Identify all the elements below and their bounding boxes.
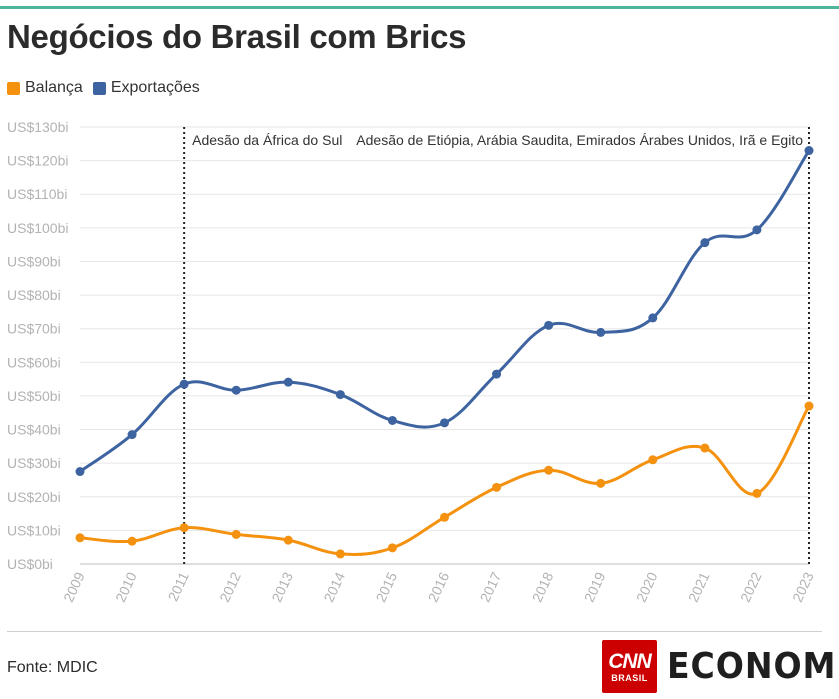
y-tick-label: US$110bi	[7, 186, 67, 202]
series-line-balanca	[78, 404, 811, 556]
x-tick-label: 2011	[165, 569, 192, 603]
data-point-exportacoes	[387, 415, 397, 425]
y-tick-label: US$130bi	[7, 119, 69, 135]
data-point-exportacoes	[804, 146, 814, 156]
data-point-balanca	[544, 465, 554, 475]
data-point-exportacoes	[127, 430, 137, 440]
y-tick-label: US$40bi	[7, 422, 61, 438]
cnn-logo: CNN BRASIL	[602, 640, 657, 693]
data-point-exportacoes	[700, 238, 710, 248]
legend-label-exportacoes: Exportações	[110, 79, 200, 96]
x-tick-label: 2009	[60, 569, 88, 604]
data-point-exportacoes	[179, 379, 189, 389]
data-point-exportacoes	[596, 327, 606, 337]
data-point-balanca	[596, 478, 606, 488]
x-tick-label: 2015	[372, 569, 400, 604]
legend-item-exportacoes[interactable]: Exportações	[92, 79, 200, 97]
x-tick-label: 2014	[320, 569, 348, 604]
y-tick-label: US$0bi	[7, 556, 53, 572]
x-tick-label: 2016	[425, 569, 453, 604]
y-tick-label: US$70bi	[7, 321, 61, 337]
data-point-exportacoes	[75, 467, 85, 477]
y-tick-label: US$100bi	[7, 220, 69, 236]
legend-swatch-exportacoes	[92, 81, 106, 95]
line-chart: US$0bi US$10bi US$20bi US$30bi US$40bi US$50b…	[7, 119, 817, 605]
x-tick-label: 2022	[737, 569, 765, 604]
data-point-exportacoes	[283, 377, 293, 387]
data-point-balanca	[179, 523, 189, 533]
data-point-exportacoes	[335, 390, 345, 400]
top-accent-rule	[0, 6, 839, 9]
data-point-exportacoes	[231, 385, 241, 395]
cnn-brasil-economia-logo[interactable]: CNN BRASIL ECONOMIA	[602, 640, 839, 693]
data-point-balanca	[648, 455, 658, 465]
y-tick-label: US$50bi	[7, 388, 61, 404]
data-point-balanca	[387, 543, 397, 553]
data-point-balanca	[752, 488, 762, 498]
x-tick-label: 2021	[685, 569, 713, 604]
legend-label-balanca: Balança	[25, 79, 83, 96]
legend: Balança Exportações	[7, 79, 200, 97]
y-tick-label: US$120bi	[7, 153, 69, 169]
data-point-exportacoes	[752, 225, 762, 235]
data-point-balanca	[127, 536, 137, 546]
chart-title: Negócios do Brasil com Brics	[7, 18, 467, 55]
data-point-balanca	[700, 443, 710, 453]
data-point-balanca	[335, 549, 345, 559]
annotation-label: Adesão da África do Sul	[192, 132, 342, 148]
y-tick-label: US$60bi	[7, 354, 61, 370]
cnn-logo-subtext: BRASIL	[611, 672, 648, 683]
annotation-label: Adesão de Etiópia, Arábia Saudita, Emira…	[356, 132, 803, 148]
x-tick-label: 2018	[529, 569, 557, 604]
data-point-balanca	[75, 533, 85, 543]
series-line-exportacoes	[78, 149, 811, 474]
y-tick-label: US$80bi	[7, 287, 61, 303]
x-tick-label: 2013	[268, 569, 296, 604]
y-tick-label: US$90bi	[7, 253, 61, 269]
x-tick-label: 2019	[581, 569, 609, 604]
x-tick-label: 2023	[789, 569, 817, 604]
x-tick-label: 2010	[112, 569, 140, 604]
economia-wordmark: ECONOMIA	[667, 646, 839, 687]
x-tick-label: 2017	[477, 569, 505, 604]
data-point-exportacoes	[440, 418, 449, 428]
data-point-balanca	[440, 512, 449, 522]
data-point-exportacoes	[544, 320, 554, 330]
cnn-logo-text: CNN	[608, 649, 651, 673]
data-point-exportacoes	[492, 369, 502, 379]
legend-swatch-balanca	[7, 81, 20, 95]
legend-item-balanca[interactable]: Balança	[7, 79, 83, 97]
x-tick-label: 2012	[216, 569, 244, 604]
y-tick-label: US$30bi	[7, 455, 61, 471]
x-tick-label: 2020	[633, 569, 661, 604]
data-point-balanca	[231, 529, 241, 539]
data-point-exportacoes	[648, 313, 658, 323]
data-point-balanca	[283, 535, 293, 545]
data-point-balanca	[804, 401, 814, 411]
footer-divider	[7, 631, 822, 632]
source-note: Fonte: MDIC	[7, 659, 98, 676]
data-point-balanca	[492, 482, 502, 492]
y-tick-label: US$20bi	[7, 489, 61, 505]
y-tick-label: US$10bi	[7, 522, 61, 538]
